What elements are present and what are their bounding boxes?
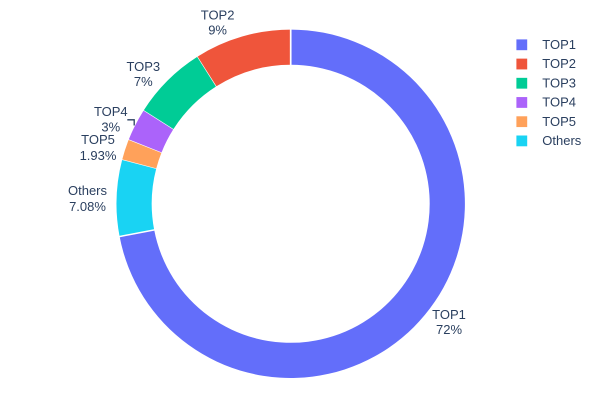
svg-text:TOP4: TOP4 xyxy=(94,104,128,119)
svg-text:1.93%: 1.93% xyxy=(80,148,117,163)
svg-text:TOP3: TOP3 xyxy=(542,75,576,90)
svg-text:7.08%: 7.08% xyxy=(69,199,106,214)
svg-text:TOP3: TOP3 xyxy=(126,59,160,74)
svg-text:Others: Others xyxy=(542,133,582,148)
svg-text:7%: 7% xyxy=(134,74,153,89)
svg-text:TOP5: TOP5 xyxy=(81,132,115,147)
svg-text:TOP5: TOP5 xyxy=(542,114,576,129)
svg-text:3%: 3% xyxy=(101,120,120,135)
svg-text:9%: 9% xyxy=(208,23,227,38)
svg-text:TOP1: TOP1 xyxy=(432,307,466,322)
svg-text:TOP2: TOP2 xyxy=(201,7,235,22)
svg-text:TOP4: TOP4 xyxy=(542,95,576,110)
svg-text:TOP1: TOP1 xyxy=(542,37,576,52)
svg-text:Others: Others xyxy=(68,183,108,198)
svg-text:TOP2: TOP2 xyxy=(542,56,576,71)
svg-text:72%: 72% xyxy=(436,322,462,337)
